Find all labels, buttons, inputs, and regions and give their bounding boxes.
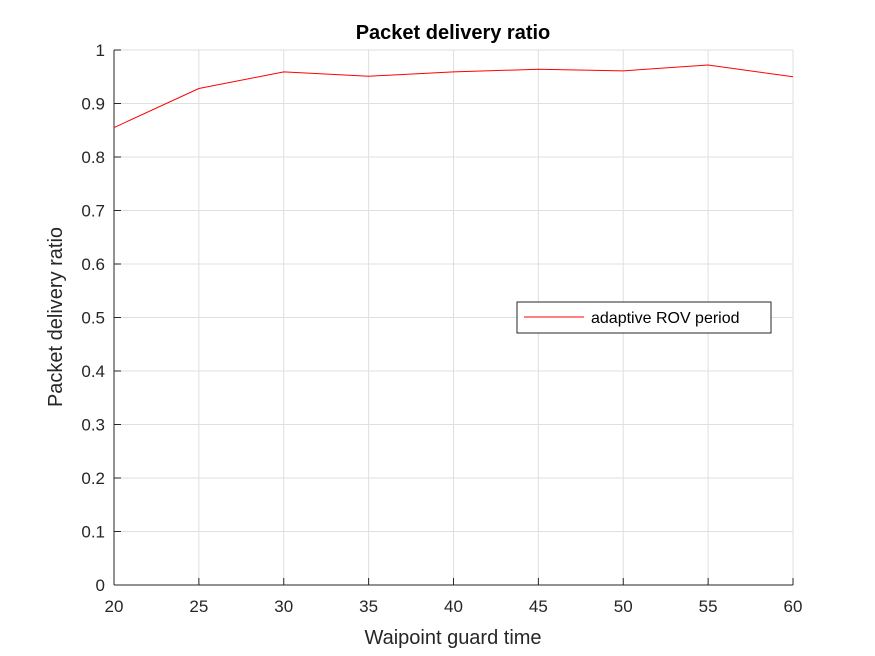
- y-tick-label: 0.7: [81, 202, 105, 221]
- x-tick-labels: 20 25 30 35 40 45 50 55 60: [105, 597, 803, 616]
- y-tick-label: 0.4: [81, 362, 105, 381]
- y-axis-label: Packet delivery ratio: [45, 227, 67, 407]
- y-tick-label: 1: [96, 41, 105, 60]
- legend-label: adaptive ROV period: [591, 310, 740, 327]
- y-tick-label: 0: [96, 576, 105, 595]
- x-tick-label: 55: [699, 597, 718, 616]
- y-tick-label: 0.1: [81, 523, 105, 542]
- series-line: [113, 64, 794, 129]
- y-tick-label: 0.3: [81, 416, 105, 435]
- axes: [113, 49, 794, 586]
- x-tick-label: 60: [784, 597, 803, 616]
- y-tick-label: 0.5: [81, 309, 105, 328]
- x-tick-label: 30: [274, 597, 293, 616]
- x-tick-label: 25: [189, 597, 208, 616]
- x-tick-label: 35: [359, 597, 378, 616]
- legend: adaptive ROV period: [516, 301, 772, 334]
- y-tick-label: 0.6: [81, 255, 105, 274]
- legend-box: [516, 301, 772, 334]
- x-tick-label: 50: [614, 597, 633, 616]
- series-layer: [113, 64, 794, 129]
- y-tick-labels: 0 0.1 0.2 0.3 0.4 0.5 0.6 0.7 0.8 0.9 1: [81, 41, 105, 595]
- chart-title: Packet delivery ratio: [356, 22, 551, 44]
- x-tick-label: 40: [444, 597, 463, 616]
- x-tick-label: 20: [105, 597, 124, 616]
- y-tick-label: 0.8: [81, 148, 105, 167]
- y-tick-label: 0.2: [81, 469, 105, 488]
- x-axis-label: Waipoint guard time: [364, 627, 541, 649]
- y-tick-label: 0.9: [81, 95, 105, 114]
- x-tick-label: 45: [529, 597, 548, 616]
